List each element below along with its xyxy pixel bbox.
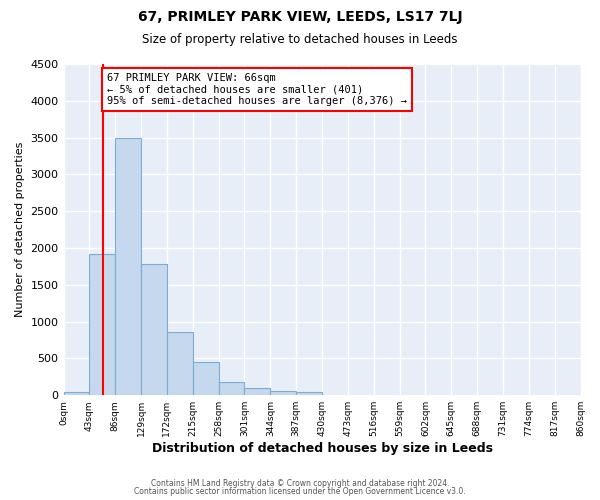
Text: 67, PRIMLEY PARK VIEW, LEEDS, LS17 7LJ: 67, PRIMLEY PARK VIEW, LEEDS, LS17 7LJ <box>137 10 463 24</box>
Text: Contains HM Land Registry data © Crown copyright and database right 2024.: Contains HM Land Registry data © Crown c… <box>151 478 449 488</box>
Bar <box>296 392 322 395</box>
X-axis label: Distribution of detached houses by size in Leeds: Distribution of detached houses by size … <box>152 442 493 455</box>
Bar <box>64 392 89 395</box>
Bar <box>167 332 193 395</box>
Bar <box>218 382 244 395</box>
Text: Size of property relative to detached houses in Leeds: Size of property relative to detached ho… <box>142 32 458 46</box>
Bar <box>141 264 167 395</box>
Bar <box>89 254 115 395</box>
Bar <box>244 388 271 395</box>
Bar <box>271 391 296 395</box>
Text: Contains public sector information licensed under the Open Government Licence v3: Contains public sector information licen… <box>134 487 466 496</box>
Text: 67 PRIMLEY PARK VIEW: 66sqm
← 5% of detached houses are smaller (401)
95% of sem: 67 PRIMLEY PARK VIEW: 66sqm ← 5% of deta… <box>107 73 407 106</box>
Y-axis label: Number of detached properties: Number of detached properties <box>15 142 25 318</box>
Bar <box>193 362 218 395</box>
Bar <box>115 138 141 395</box>
